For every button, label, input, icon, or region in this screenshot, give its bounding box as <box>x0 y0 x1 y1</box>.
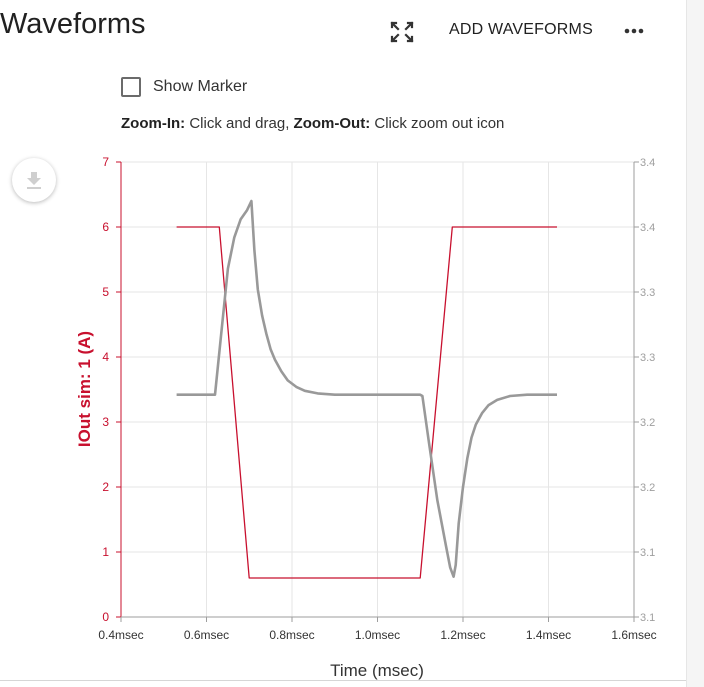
chart-tick-labels: 0 1 2 3 4 5 6 7 3.1 3.1 3.2 3.2 3.3 3.3 3.4 3.4 0.4msec 0… <box>98 155 656 642</box>
zoom-out-text: Click zoom out icon <box>370 115 505 132</box>
left-y-tick-label-1: 1 <box>102 545 109 559</box>
series-1-right-axis-line <box>176 199 557 578</box>
right-y-tick-label-5: 3.3 <box>640 287 655 299</box>
left-y-tick-label-7: 7 <box>102 155 109 169</box>
waveform-chart[interactable]: 0 1 2 3 4 5 6 7 3.1 3.1 3.2 3.2 3.3 3.3 3.4 3.4 0.4msec 0… <box>0 0 686 687</box>
left-y-tick-label-6: 6 <box>102 220 109 234</box>
left-y-axis-title: IOut sim: 1 (A) <box>75 331 94 447</box>
show-marker-checkbox[interactable] <box>121 77 141 97</box>
add-waveforms-button[interactable]: ADD WAVEFORMS <box>449 21 593 38</box>
panel-bottom-border <box>0 680 686 681</box>
x-tick-label-2: 0.8msec <box>269 628 314 642</box>
right-y-tick-label-7: 3.4 <box>640 157 655 169</box>
fullscreen-button[interactable] <box>389 20 415 44</box>
x-tick-label-6: 1.6msec <box>611 628 656 642</box>
x-tick-label-3: 1.0msec <box>355 628 400 642</box>
more-options-button[interactable] <box>622 20 648 42</box>
left-y-tick-label-4: 4 <box>102 350 109 364</box>
more-horizontal-icon <box>624 28 644 34</box>
download-icon <box>27 172 41 189</box>
x-tick-label-4: 1.2msec <box>440 628 485 642</box>
right-y-tick-label-0: 3.1 <box>640 612 655 624</box>
right-panel-strip <box>686 0 704 687</box>
right-y-tick-label-4: 3.3 <box>640 352 655 364</box>
chart-series <box>176 199 557 579</box>
zoom-in-text: Click and drag, <box>185 115 294 132</box>
right-y-tick-label-1: 3.1 <box>640 547 655 559</box>
zoom-out-label: Zoom-Out: <box>293 115 371 132</box>
zoom-instructions: Zoom-In: Click and drag, Zoom-Out: Click… <box>121 115 504 132</box>
x-tick-label-1: 0.6msec <box>184 628 229 642</box>
x-axis-title: Time (msec) <box>330 661 424 680</box>
left-y-tick-label-5: 5 <box>102 285 109 299</box>
right-y-tick-label-6: 3.4 <box>640 222 655 234</box>
x-tick-label-5: 1.4msec <box>526 628 571 642</box>
zoom-in-label: Zoom-In: <box>121 115 186 132</box>
show-marker-label: Show Marker <box>153 78 248 95</box>
show-marker-toggle[interactable]: Show Marker <box>121 77 247 97</box>
right-y-tick-label-3: 3.2 <box>640 417 655 429</box>
chart-axes <box>116 161 639 622</box>
series-0-left-axis-line <box>176 226 557 579</box>
download-button[interactable] <box>12 158 56 202</box>
right-y-tick-label-2: 3.2 <box>640 482 655 494</box>
page-title: Waveforms <box>0 8 146 40</box>
left-y-tick-label-2: 2 <box>102 480 109 494</box>
fullscreen-icon <box>390 21 414 43</box>
left-y-tick-label-3: 3 <box>102 415 109 429</box>
grid-lines <box>120 161 635 618</box>
x-tick-label-0: 0.4msec <box>98 628 143 642</box>
left-y-tick-label-0: 0 <box>102 610 109 624</box>
